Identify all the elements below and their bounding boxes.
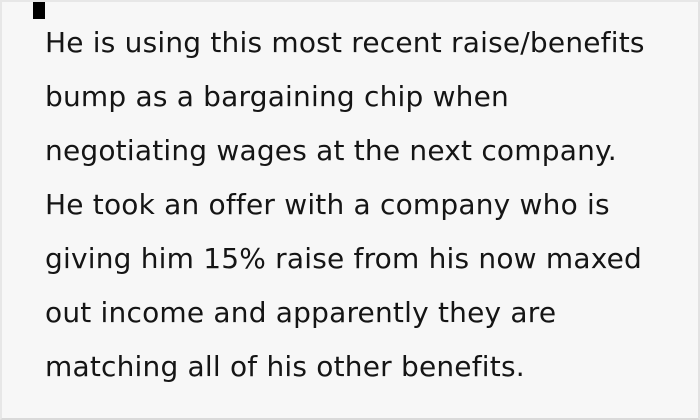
quote-line: giving him 15% raise from his now maxed	[45, 242, 643, 275]
quote-line: bump as a bargaining chip when	[45, 80, 509, 113]
quote-accent-bar	[33, 2, 45, 19]
quote-line: He is using this most recent raise/benef…	[45, 26, 645, 59]
quote-line: matching all of his other benefits.	[45, 350, 525, 383]
quote-line: He took an offer with a company who is	[45, 188, 610, 221]
quote-line: out income and apparently they are	[45, 296, 557, 329]
quote-text-block: He is using this most recent raise/benef…	[45, 16, 678, 394]
quote-line: negotiating wages at the next company.	[45, 134, 617, 167]
